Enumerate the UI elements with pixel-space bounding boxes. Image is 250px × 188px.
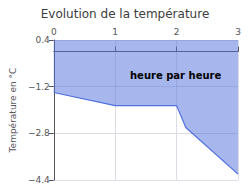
svg-text:heure par heure: heure par heure	[130, 70, 221, 81]
svg-text:Température en °C: Température en °C	[8, 68, 18, 154]
svg-text:−2.8: −2.8	[28, 128, 50, 138]
svg-text:1: 1	[112, 27, 118, 37]
svg-text:Evolution de la température: Evolution de la température	[41, 7, 210, 21]
svg-text:3: 3	[235, 27, 241, 37]
svg-text:2: 2	[174, 27, 180, 37]
svg-text:−4.4: −4.4	[28, 175, 50, 185]
svg-text:−1.2: −1.2	[28, 82, 50, 92]
svg-text:0: 0	[51, 27, 57, 37]
svg-text:0.4: 0.4	[35, 35, 50, 45]
